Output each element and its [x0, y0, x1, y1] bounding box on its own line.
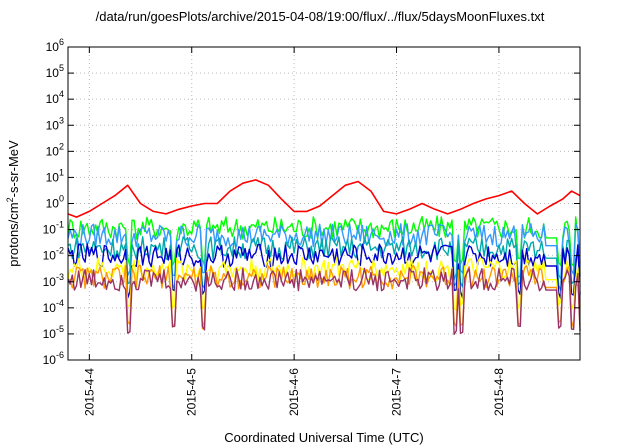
series-line [67, 179, 581, 218]
y-tick-label: 10-5 [43, 324, 64, 341]
series-line [67, 264, 581, 330]
x-axis-title: Coordinated Universal Time (UTC) [224, 430, 423, 445]
y-tick-label: 106 [46, 37, 64, 54]
series-line [67, 243, 581, 300]
y-tick-label: 103 [46, 115, 64, 132]
x-tick-label: 2015-4-7 [390, 368, 404, 416]
y-tick-label: 102 [46, 141, 64, 158]
y-tick-label: 100 [46, 194, 64, 211]
series-line [67, 223, 581, 281]
x-tick-label: 2015-4-6 [287, 368, 301, 416]
y-tick-label: 10-6 [43, 350, 64, 367]
y-tick-label: 10-2 [43, 246, 64, 263]
x-tick-label: 2015-4-5 [185, 368, 199, 416]
x-tick-label: 2015-4-8 [492, 368, 506, 416]
series-line [67, 257, 581, 312]
data-series [67, 179, 581, 336]
series-line [67, 267, 581, 336]
y-tick-label: 10-3 [43, 272, 64, 289]
x-tick-label: 2015-4-4 [82, 368, 96, 416]
x-axis: 2015-4-4 2015-4-5 2015-4-6 2015-4-7 2015-4-8 [82, 47, 506, 416]
y-axis-title: protons/cm2-s-sr-MeV [5, 140, 21, 267]
y-axis: 106 105 104 103 102 101 100 10-1 10-2 10-3 10-4 10-… [43, 37, 580, 367]
y-tick-label: 105 [46, 63, 64, 80]
y-tick-label: 10-4 [43, 298, 64, 315]
y-tick-label: 10-1 [43, 220, 64, 237]
y-tick-label: 101 [46, 167, 64, 184]
series-line [67, 236, 581, 291]
chart-title: /data/run/goesPlots/archive/2015-04-08/1… [95, 9, 545, 24]
y-tick-label: 104 [46, 89, 64, 106]
